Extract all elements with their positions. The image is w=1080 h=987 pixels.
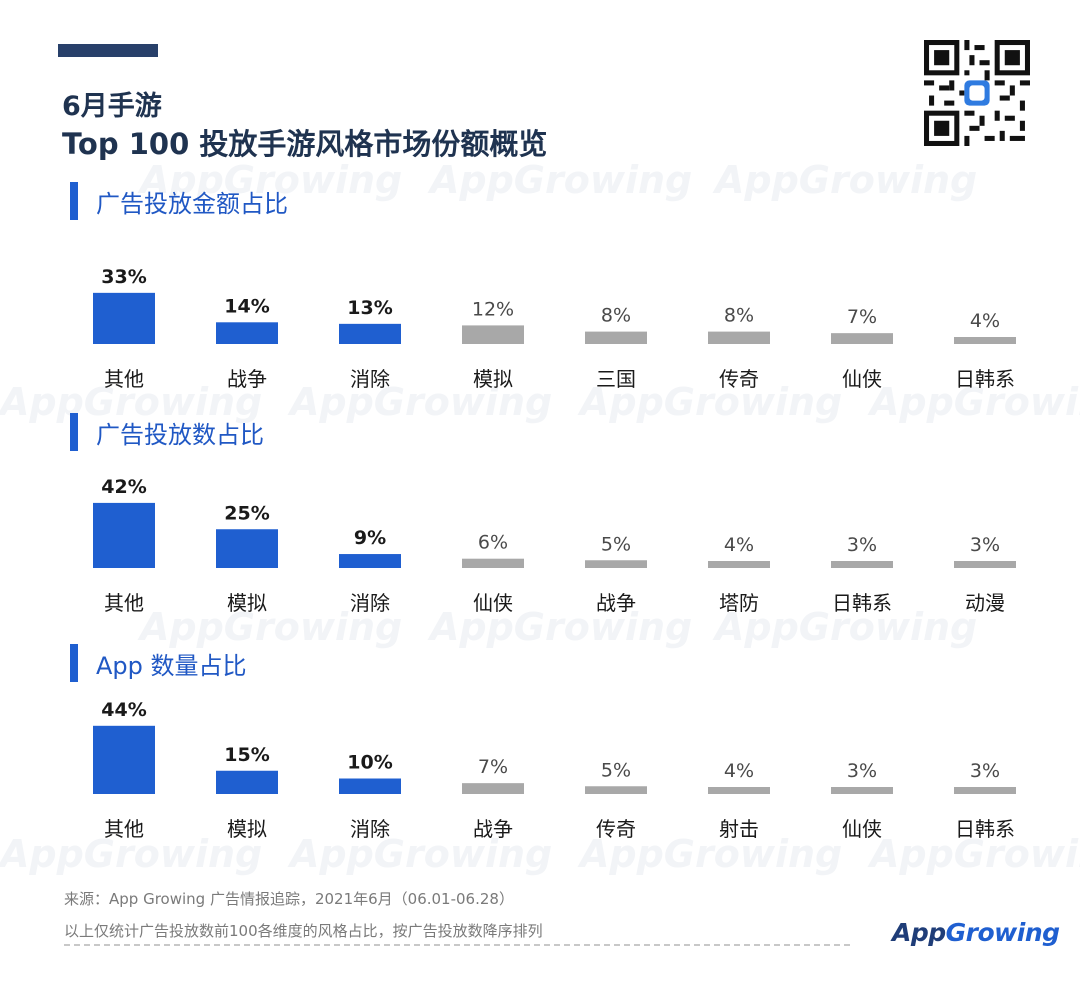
category-label: 模拟: [227, 817, 267, 841]
footer-divider: [64, 944, 850, 946]
bar-模拟: [216, 770, 278, 794]
bar-战争: [462, 783, 524, 794]
bar-消除: [339, 778, 401, 794]
bar-三国: [585, 331, 647, 344]
category-label: 消除: [350, 817, 390, 841]
category-label: 仙侠: [842, 817, 882, 841]
section-accent-bar: [70, 182, 78, 220]
data-label: 42%: [101, 476, 146, 498]
category-label: 传奇: [596, 817, 636, 841]
bar-日韩系: [954, 337, 1016, 344]
brand-logo-part2: Growing: [945, 918, 1060, 947]
bar-动漫: [954, 561, 1016, 568]
bar-消除: [339, 323, 401, 344]
data-label: 25%: [224, 502, 269, 524]
qr-code-icon: [924, 40, 1030, 146]
data-label: 3%: [970, 534, 1000, 556]
data-label: 3%: [847, 760, 877, 782]
category-label: 三国: [596, 367, 636, 391]
category-label: 塔防: [719, 591, 759, 615]
category-label: 仙侠: [842, 367, 882, 391]
page-title-line1: 6月手游: [62, 91, 162, 122]
bar-塔防: [708, 561, 770, 568]
category-label: 其他: [104, 591, 144, 615]
bar-其他: [93, 502, 155, 568]
data-label: 15%: [224, 744, 269, 766]
data-label: 3%: [970, 760, 1000, 782]
data-label: 44%: [101, 699, 146, 721]
bar-射击: [708, 787, 770, 794]
data-label: 7%: [847, 306, 877, 328]
category-label: 战争: [227, 367, 267, 391]
brand-logo: AppGrowing: [892, 918, 1060, 947]
data-label: 8%: [601, 305, 631, 327]
data-label: 5%: [601, 759, 631, 781]
section-title: App 数量占比: [96, 652, 247, 680]
category-label: 消除: [350, 591, 390, 615]
bar-仙侠: [462, 558, 524, 568]
bar-模拟: [462, 325, 524, 344]
data-label: 14%: [224, 295, 269, 317]
data-label: 6%: [478, 532, 508, 554]
data-label: 5%: [601, 533, 631, 555]
category-label: 其他: [104, 367, 144, 391]
data-label: 8%: [724, 305, 754, 327]
chart-ad-spend: 33% 其他 14% 战争 13% 消除 12% 模拟 8% 三国 8% 传奇 7% 仙侠 4% 日韩系: [70, 252, 1040, 412]
bar-传奇: [585, 786, 647, 794]
data-label: 7%: [478, 756, 508, 778]
section-accent-bar: [70, 413, 78, 451]
category-label: 射击: [719, 817, 759, 841]
header-accent-bar: [58, 44, 158, 57]
data-label: 13%: [347, 297, 392, 319]
category-label: 战争: [473, 817, 513, 841]
bar-传奇: [708, 331, 770, 344]
category-label: 日韩系: [955, 817, 1015, 841]
category-label: 动漫: [965, 591, 1005, 615]
bar-消除: [339, 554, 401, 568]
bar-战争: [216, 322, 278, 344]
chart-ad-count: 42% 其他 25% 模拟 9% 消除 6% 仙侠 5% 战争 4% 塔防 3% 日韩系 3% 动漫: [70, 476, 1040, 636]
category-label: 其他: [104, 817, 144, 841]
category-label: 传奇: [719, 367, 759, 391]
category-label: 消除: [350, 367, 390, 391]
bar-其他: [93, 292, 155, 344]
bar-日韩系: [831, 561, 893, 568]
method-note: 以上仅统计广告投放数前100各维度的风格占比，按广告投放数降序排列: [64, 922, 543, 940]
data-label: 33%: [101, 266, 146, 288]
category-label: 模拟: [227, 591, 267, 615]
bar-仙侠: [831, 333, 893, 344]
section-accent-bar: [70, 644, 78, 682]
category-label: 日韩系: [955, 367, 1015, 391]
data-label: 10%: [347, 752, 392, 774]
data-label: 4%: [970, 310, 1000, 332]
category-label: 模拟: [473, 367, 513, 391]
data-label: 4%: [724, 760, 754, 782]
section-title: 广告投放金额占比: [96, 190, 288, 218]
chart-app-count: 44% 其他 15% 模拟 10% 消除 7% 战争 5% 传奇 4% 射击 3% 仙侠 3% 日韩系: [70, 699, 1040, 862]
data-label: 12%: [472, 298, 514, 320]
bar-战争: [585, 560, 647, 568]
bar-模拟: [216, 529, 278, 568]
section-title: 广告投放数占比: [96, 421, 264, 449]
data-label: 3%: [847, 534, 877, 556]
bar-日韩系: [954, 787, 1016, 794]
data-label: 9%: [354, 527, 386, 549]
category-label: 仙侠: [473, 591, 513, 615]
category-label: 日韩系: [832, 591, 892, 615]
source-note: 来源：App Growing 广告情报追踪，2021年6月（06.01-06.2…: [64, 890, 514, 908]
category-label: 战争: [596, 591, 636, 615]
watermark: AppGrowing: [715, 158, 978, 202]
bar-其他: [93, 725, 155, 794]
watermark: AppGrowing: [430, 158, 693, 202]
data-label: 4%: [724, 534, 754, 556]
brand-logo-part1: App: [892, 918, 946, 947]
page-title-line2: Top 100 投放手游风格市场份额概览: [62, 127, 548, 161]
bar-仙侠: [831, 787, 893, 794]
